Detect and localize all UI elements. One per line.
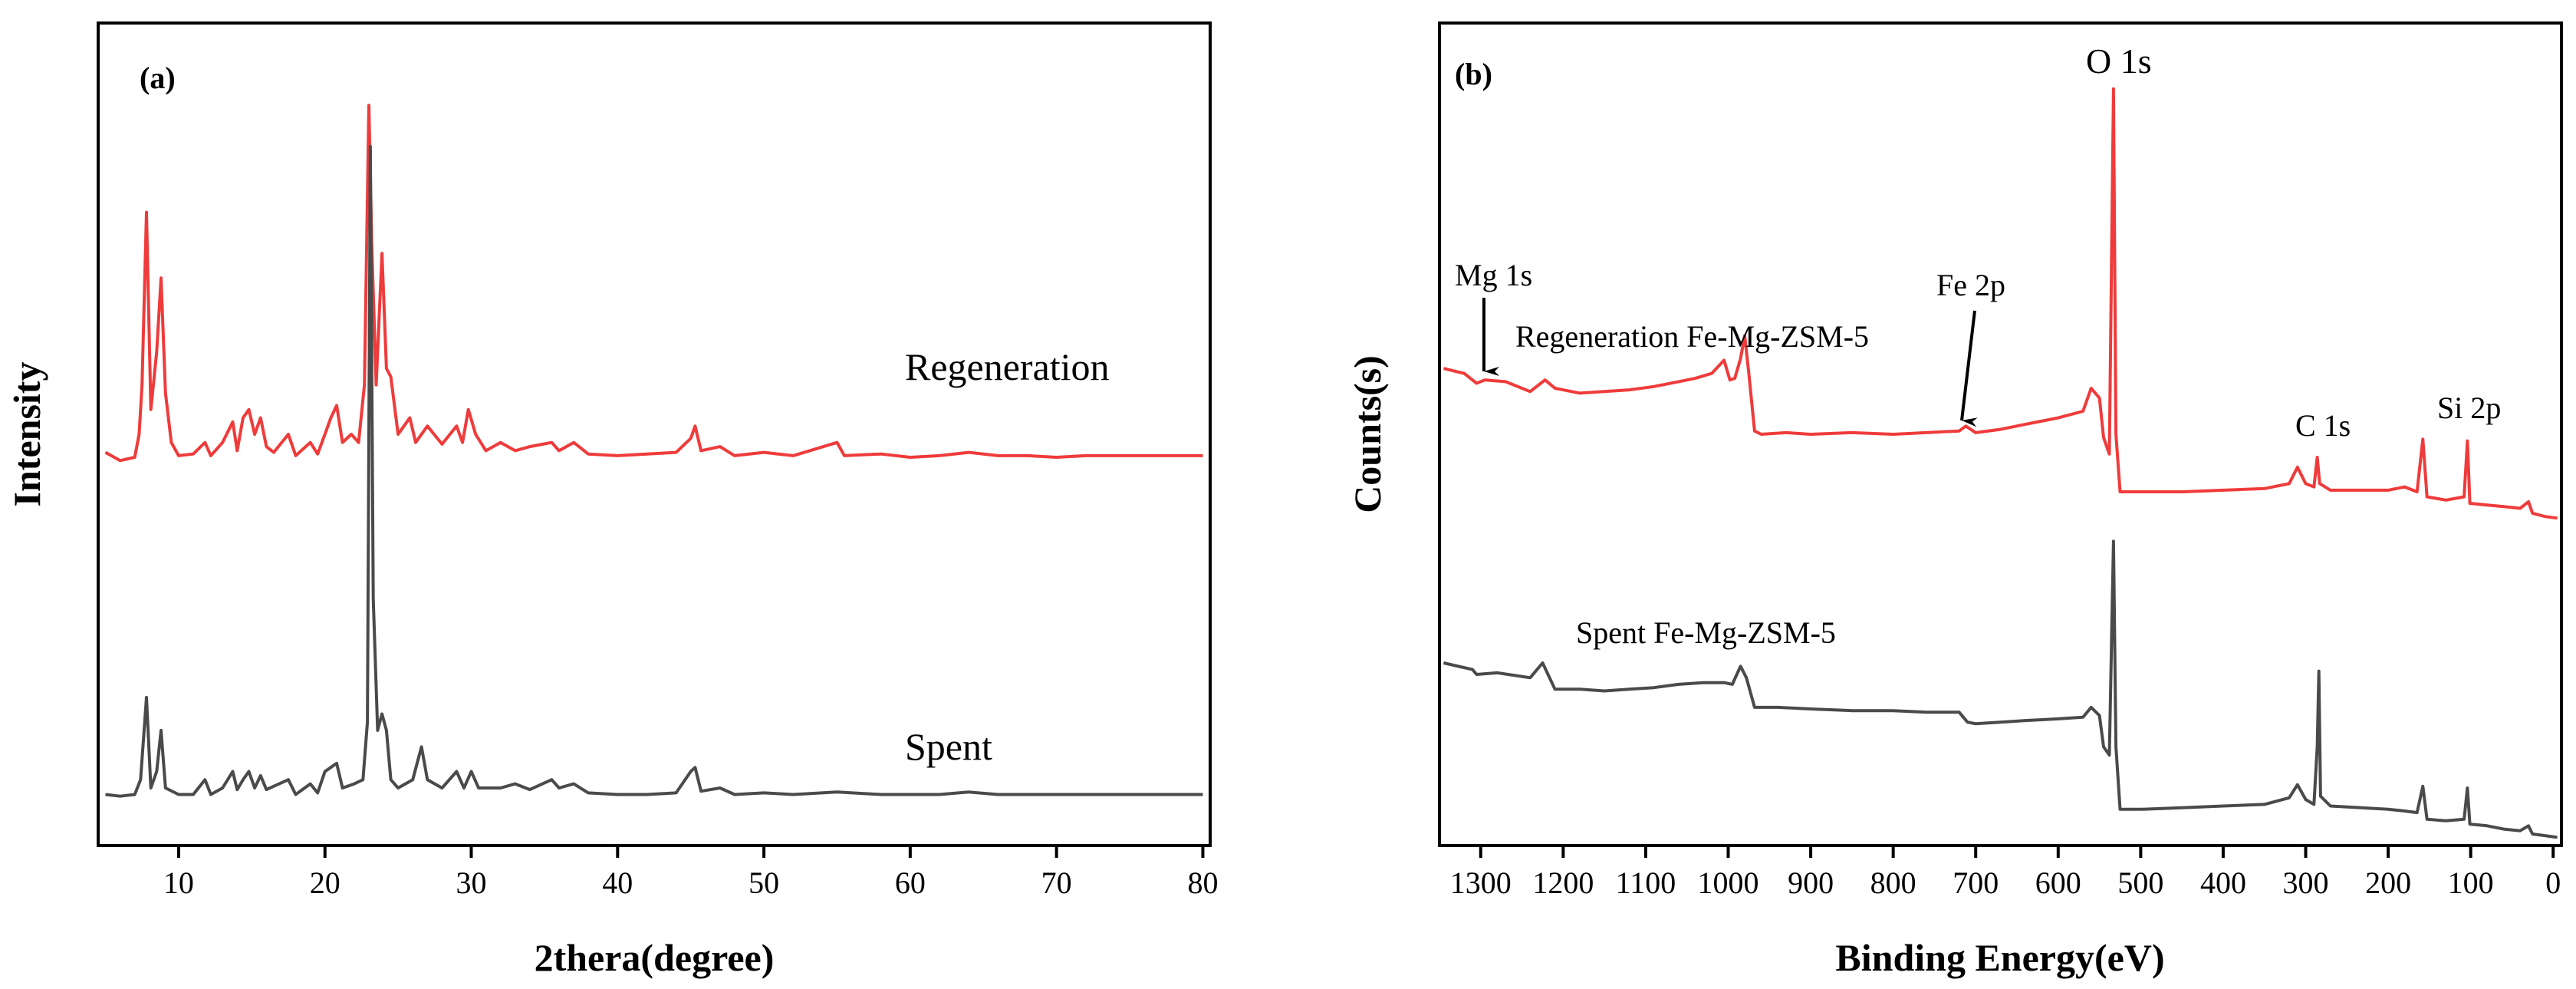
panel-a-x-axis-title: 2thera(degree) (535, 936, 775, 979)
panel-a-x-tick-label: 20 (310, 865, 341, 900)
panel-a-xrd: (a) 10 20 30 40 50 60 70 80 Regeneration Spent … (5, 21, 1218, 979)
panel-b-x-tick-label: 0 (2545, 865, 2561, 900)
panel-b-series-regeneration-line (1443, 87, 2558, 520)
panel-b-spent-label: Spent Fe-Mg-ZSM-5 (1576, 615, 1836, 650)
panel-b-x-tick-label: 100 (2448, 865, 2494, 900)
peak-label-c-1s: C 1s (2295, 408, 2351, 443)
panel-a-series (104, 104, 1203, 798)
panel-b-x-tick-label: 1000 (1698, 865, 1759, 900)
peak-label-fe-2p: Fe 2p (1936, 268, 2005, 302)
panel-b-series (1443, 87, 2558, 839)
panel-a-label: (a) (140, 61, 176, 95)
panel-a-x-tick-label: 60 (895, 865, 926, 900)
panel-a-spent-label: Spent (905, 725, 992, 768)
panel-b-x-tick-label: 800 (1870, 865, 1916, 900)
panel-a-x-tick-label: 70 (1041, 865, 1072, 900)
panel-a-x-tick-label: 40 (602, 865, 633, 900)
panel-b-regeneration-label: Regeneration Fe-Mg-ZSM-5 (1515, 319, 1869, 354)
panel-b-x-tick-label: 1200 (1532, 865, 1594, 900)
panel-a-x-ticks: 10 20 30 40 50 60 70 80 (163, 846, 1218, 900)
panel-b-x-tick-label: 600 (2035, 865, 2081, 900)
panel-a-regeneration-label: Regeneration (905, 345, 1110, 388)
panel-b-x-tick-label: 300 (2283, 865, 2329, 900)
peak-label-mg-1s: Mg 1s (1455, 258, 1532, 292)
panel-b-x-tick-label: 500 (2117, 865, 2163, 900)
panel-b-x-tick-label: 400 (2200, 865, 2246, 900)
peak-label-si-2p: Si 2p (2437, 391, 2501, 425)
panel-a-y-axis-title: Intensity (5, 362, 48, 507)
panel-b-x-tick-label: 700 (1953, 865, 1999, 900)
panel-b-label: (b) (1455, 57, 1492, 91)
panel-b-xps: (b) 1300 1200 1100 1000 900 800 700 600 500 400 30… (1346, 21, 2563, 979)
panel-b-x-tick-label: 1100 (1616, 865, 1676, 900)
panel-b-x-axis-title: Binding Energy(eV) (1835, 936, 2164, 979)
peak-label-o-1s: O 1s (2086, 41, 2152, 81)
panel-b-y-axis-title: Counts(s) (1346, 355, 1389, 513)
panel-a-x-tick-label: 10 (163, 865, 194, 900)
panel-a-x-tick-label: 50 (748, 865, 779, 900)
panel-a-series-spent-line (105, 144, 1203, 798)
panel-a-plot-frame (97, 21, 1212, 847)
panel-a-x-tick-label: 80 (1187, 865, 1218, 900)
panel-b-x-ticks: 1300 1200 1100 1000 900 800 700 600 500 400 300 200… (1450, 846, 2561, 900)
panel-a-series-regeneration-line (104, 104, 1203, 463)
panel-b-x-tick-label: 900 (1788, 865, 1834, 900)
panel-b-x-tick-label: 200 (2365, 865, 2411, 900)
panel-b-series-spent-line (1443, 539, 2558, 839)
peak-arrow-fe-2p (1960, 310, 1978, 427)
panel-b-x-tick-label: 1300 (1450, 865, 1512, 900)
panel-b-plot-frame (1438, 21, 2563, 847)
panel-a-x-tick-label: 30 (456, 865, 487, 900)
